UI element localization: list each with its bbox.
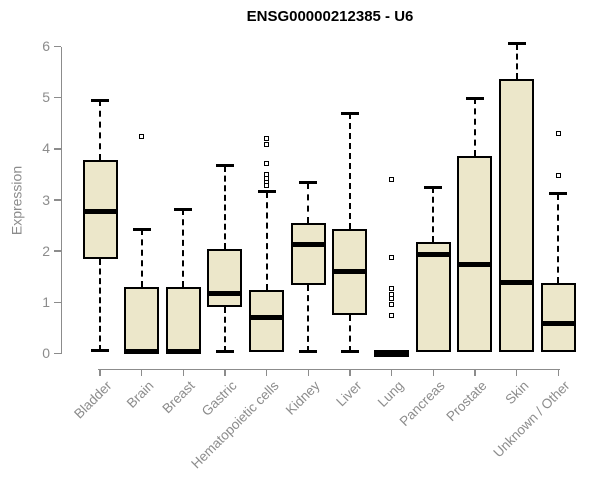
outlier-point-hematopoietic-cells <box>264 142 270 148</box>
boxplot-box-gastric <box>207 248 243 308</box>
boxplot-box-prostate <box>457 155 493 353</box>
outlier-point-lung <box>389 301 395 307</box>
whisker-upper-pancreas <box>432 187 435 242</box>
y-tick <box>53 250 61 252</box>
whisker-upper-breast <box>182 209 185 287</box>
y-tick-label: 3 <box>42 191 50 208</box>
median-line-hematopoietic-cells <box>249 315 285 321</box>
median-line-lung <box>374 349 410 355</box>
median-line-gastric <box>207 291 243 297</box>
whisker-upper-liver <box>348 113 351 230</box>
x-tick <box>182 370 185 376</box>
whisker-cap-upper-gastric <box>215 164 234 168</box>
median-line-skin <box>499 280 535 286</box>
whisker-lower-bladder <box>99 258 101 351</box>
median-line-bladder <box>82 208 118 214</box>
boxplot-box-skin <box>499 79 535 353</box>
y-tick <box>53 45 61 48</box>
median-line-pancreas <box>415 252 451 258</box>
x-tick <box>265 370 268 376</box>
y-tick <box>53 352 61 355</box>
x-tick <box>515 370 518 376</box>
x-tick <box>432 370 435 376</box>
whisker-cap-upper-kidney <box>299 181 318 185</box>
median-line-prostate <box>457 262 493 268</box>
outlier-point-hematopoietic-cells <box>264 160 270 166</box>
whisker-lower-kidney <box>307 285 310 352</box>
boxplot-box-pancreas <box>415 241 451 353</box>
boxplot-box-unknown-other <box>540 282 576 353</box>
x-tick <box>99 370 101 376</box>
x-tick <box>224 370 226 376</box>
y-tick <box>53 96 61 99</box>
boxplot-box-hematopoietic-cells <box>249 289 285 353</box>
median-line-kidney <box>290 241 326 247</box>
outlier-point-unknown-other <box>555 172 561 178</box>
whisker-cap-upper-liver <box>340 111 359 115</box>
whisker-cap-lower-bladder <box>91 349 109 353</box>
outlier-point-brain <box>139 133 145 139</box>
whisker-upper-skin <box>515 43 518 80</box>
outlier-point-lung <box>389 286 395 292</box>
whisker-cap-upper-skin <box>507 42 526 46</box>
median-line-unknown-other <box>540 321 576 327</box>
y-tick <box>53 148 61 150</box>
median-line-brain <box>124 349 160 355</box>
whisker-cap-upper-unknown-other <box>549 192 568 196</box>
whisker-upper-bladder <box>99 100 101 161</box>
outlier-point-hematopoietic-cells <box>264 135 270 141</box>
whisker-upper-hematopoietic-cells <box>265 191 268 290</box>
whisker-cap-lower-gastric <box>215 350 234 354</box>
whisker-cap-upper-pancreas <box>424 185 443 189</box>
outlier-point-lung <box>389 255 395 261</box>
whisker-lower-gastric <box>223 307 226 352</box>
y-tick-label: 4 <box>42 140 50 157</box>
x-tick-label-unknown-other: Unknown / Other <box>490 377 573 460</box>
boxplot-box-kidney <box>290 223 326 286</box>
median-line-liver <box>332 269 368 275</box>
boxplot-box-breast <box>165 286 201 354</box>
x-tick <box>474 370 476 376</box>
y-tick-label: 0 <box>42 345 50 361</box>
x-tick <box>349 370 351 376</box>
whisker-cap-upper-prostate <box>465 96 484 100</box>
whisker-cap-lower-liver <box>340 350 359 354</box>
y-tick-label: 2 <box>42 242 50 259</box>
x-tick <box>140 370 143 376</box>
whisker-upper-kidney <box>307 182 310 223</box>
whisker-cap-upper-hematopoietic-cells <box>257 190 276 194</box>
x-axis-line <box>98 368 561 370</box>
x-tick <box>390 370 393 376</box>
y-tick-label: 1 <box>42 293 50 310</box>
outlier-point-lung <box>389 312 395 318</box>
y-tick <box>53 301 61 304</box>
whisker-upper-brain <box>140 229 143 287</box>
whisker-cap-lower-kidney <box>299 350 318 354</box>
y-tick <box>53 199 61 201</box>
whisker-lower-liver <box>348 315 351 352</box>
median-line-breast <box>165 349 201 355</box>
whisker-cap-upper-breast <box>174 207 193 211</box>
whisker-upper-unknown-other <box>557 193 560 283</box>
whisker-cap-upper-brain <box>132 227 151 231</box>
outlier-point-lung <box>389 295 395 301</box>
whisker-upper-prostate <box>473 98 476 156</box>
chart-title: ENSG00000212385 - U6 <box>246 8 414 25</box>
boxplot-box-brain <box>124 286 160 354</box>
whisker-upper-gastric <box>223 165 226 249</box>
y-tick-label: 5 <box>42 89 50 106</box>
y-axis-line <box>60 46 62 354</box>
outlier-point-hematopoietic-cells <box>264 183 270 189</box>
outlier-point-lung <box>389 177 395 183</box>
x-tick <box>557 370 559 376</box>
whisker-cap-upper-bladder <box>91 98 109 102</box>
y-tick-label: 6 <box>42 38 50 54</box>
x-tick <box>307 370 310 376</box>
outlier-point-unknown-other <box>555 130 561 136</box>
